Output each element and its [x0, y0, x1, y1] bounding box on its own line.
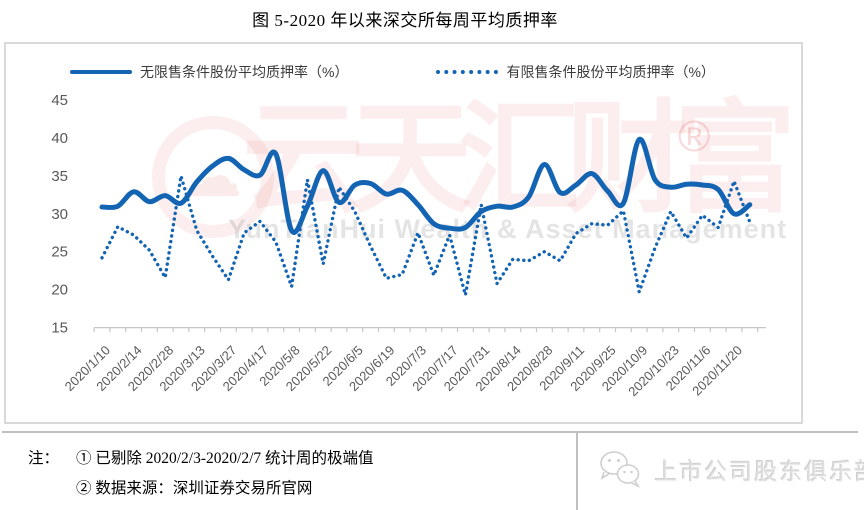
y-axis-label: 30: [51, 206, 68, 223]
legend-item-unrestricted: 无限售条件股份平均质押率（%）: [70, 62, 348, 82]
dotted-line-swatch: [436, 70, 499, 74]
chart-legend: 无限售条件股份平均质押率（%） 有限售条件股份平均质押率（%）: [70, 60, 770, 84]
series-restricted-dotted-line: [100, 174, 752, 297]
chart-border-box: [4, 42, 803, 424]
y-axis-label: 15: [51, 320, 68, 337]
publisher-logo-text: 上市公司股东俱乐部: [654, 458, 864, 484]
y-axis-label: 25: [51, 244, 68, 261]
footer-divider-vertical: [576, 432, 578, 510]
y-axis-label: 40: [51, 130, 68, 147]
chart-title: 图 5-2020 年以来深交所每周平均质押率: [252, 11, 558, 30]
note-line-2: ② 数据来源：深圳证券交易所官网: [76, 480, 313, 497]
note-line-1: ① 已剔除 2020/2/3-2020/2/7 统计周的极端值: [76, 450, 374, 467]
y-axis-label: 35: [51, 168, 68, 185]
solid-line-swatch: [70, 70, 132, 74]
publisher-logo: 上市公司股东俱乐部: [598, 450, 864, 488]
y-axis-label: 45: [51, 92, 68, 109]
y-axis-label: 20: [51, 282, 68, 299]
legend-label: 有限售条件股份平均质押率（%）: [506, 64, 715, 80]
note-prefix: 注：: [28, 450, 60, 467]
wechat-icon: [600, 451, 641, 488]
series-unrestricted-solid-line: [99, 136, 753, 235]
legend-label: 无限售条件股份平均质押率（%）: [140, 64, 349, 80]
footer-divider-horizontal: [2, 431, 858, 433]
legend-item-restricted: 有限售条件股份平均质押率（%）: [436, 62, 715, 82]
